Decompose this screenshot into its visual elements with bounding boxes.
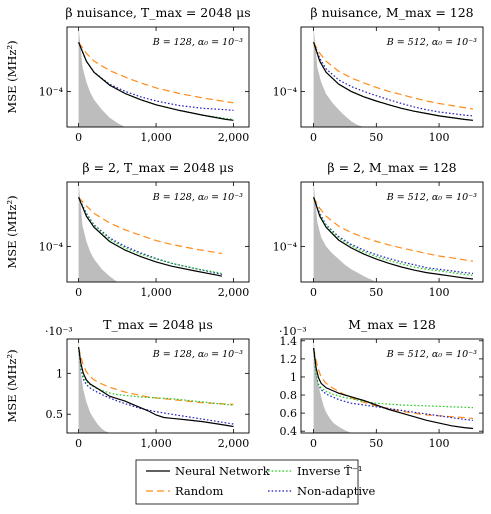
plot-area — [313, 182, 474, 282]
chart-annotation: B = 512, α₀ = 10⁻³ — [386, 349, 477, 360]
plot-area — [78, 182, 223, 282]
shaded-region — [313, 182, 396, 282]
y-tick-label: 0.8 — [280, 389, 298, 402]
y-tick-label: 10⁻⁴ — [273, 85, 298, 98]
series-line-inv — [78, 197, 223, 275]
y-tick-label: 1 — [56, 367, 63, 380]
series-line-nonad — [78, 197, 223, 275]
plot-area — [78, 339, 234, 433]
chart-panel-2: 0 50 100 10⁻⁴ β nuisance, M_max = 128 B = 512… — [273, 5, 484, 144]
y-tick-label: 1 — [290, 371, 297, 384]
chart-annotation: B = 128, α₀ = 10⁻³ — [152, 192, 243, 203]
plot-area — [313, 339, 474, 433]
chart-annotation: B = 512, α₀ = 10⁻³ — [386, 192, 477, 203]
y-axis-label: MSE (MHz²) — [5, 349, 19, 422]
series-line-nn — [313, 42, 474, 121]
legend-label-inv: Inverse T̂⁻¹ — [297, 464, 362, 478]
series-line-inv — [78, 42, 234, 120]
series-line-nn — [78, 197, 223, 277]
series-line-nonad — [78, 347, 234, 425]
chart-title: β nuisance, M_max = 128 — [310, 5, 473, 20]
y-tick-label: 0.5 — [46, 408, 64, 421]
legend: Neural Network Inverse T̂⁻¹ Random Non-adap… — [135, 459, 376, 505]
x-tick-label: 50 — [369, 131, 383, 144]
series-line-rnd — [78, 196, 222, 255]
shaded-region — [78, 27, 164, 127]
y-axis-label: MSE (MHz²) — [5, 40, 19, 113]
series-line-rnd — [78, 41, 234, 104]
y-tick-label: 0.4 — [280, 425, 298, 438]
axes-frame — [66, 338, 250, 434]
chart-panel-5: 0 1,000 2,000 0.5 1 T_max = 2048 μs B = 128, α… — [5, 317, 250, 450]
x-tick-label: 50 — [369, 286, 383, 299]
axes-frame — [300, 26, 484, 128]
series-line-rnd — [313, 347, 474, 420]
y-tick-label: 0.6 — [280, 407, 298, 420]
x-tick-label: 100 — [429, 286, 450, 299]
series-line-inv — [313, 347, 474, 409]
series-line-nonad — [78, 42, 234, 111]
chart-title: β nuisance, T_max = 2048 μs — [65, 5, 250, 20]
chart-title: β = 2, T_max = 2048 μs — [82, 160, 233, 175]
chart-panel-4: 0 50 100 10⁻⁴ β = 2, M_max = 128 B = 512, α₀ … — [273, 160, 484, 299]
series-line-nn — [313, 347, 474, 430]
legend-label-rnd: Random — [175, 484, 223, 498]
x-tick-label: 0 — [310, 437, 317, 450]
axes-frame — [66, 181, 250, 283]
y-tick-label: 1.4 — [280, 335, 298, 348]
chart-title: T_max = 2048 μs — [103, 317, 213, 332]
x-tick-label: 100 — [429, 437, 450, 450]
series-line-nn — [78, 347, 234, 428]
chart-annotation: B = 512, α₀ = 10⁻³ — [386, 37, 477, 48]
axes-frame — [66, 26, 250, 128]
x-tick-label: 1,000 — [140, 437, 172, 450]
x-tick-label: 1,000 — [140, 286, 172, 299]
y-tick-label: 10⁻⁴ — [39, 85, 64, 98]
series-line-nn — [78, 42, 234, 121]
chart-title: M_max = 128 — [348, 317, 436, 332]
shaded-region — [78, 182, 157, 282]
x-tick-label: 0 — [310, 286, 317, 299]
series-line-nn — [313, 197, 474, 280]
shaded-region — [313, 339, 352, 433]
x-tick-label: 2,000 — [218, 437, 250, 450]
series-line-inv — [313, 197, 474, 276]
axes-frame — [300, 181, 484, 283]
x-tick-label: 1,000 — [140, 131, 172, 144]
x-tick-label: 0 — [75, 131, 82, 144]
y-axis-label: MSE (MHz²) — [5, 195, 19, 268]
x-tick-label: 100 — [429, 131, 450, 144]
x-tick-label: 2,000 — [218, 131, 250, 144]
x-tick-label: 0 — [75, 286, 82, 299]
chart-panel-3: 0 1,000 2,000 10⁻⁴ β = 2, T_max = 2048 μs B =… — [5, 160, 250, 299]
x-tick-label: 0 — [75, 437, 82, 450]
legend-label-nn: Neural Network — [175, 464, 271, 478]
y-tick-label: 10⁻⁴ — [273, 240, 298, 253]
y-scale-label: ·10⁻³ — [279, 325, 307, 338]
legend-box — [135, 459, 359, 505]
y-scale-label: ·10⁻³ — [45, 325, 73, 338]
axes-frame — [300, 338, 484, 434]
series-line-rnd — [313, 42, 474, 110]
plot-area — [78, 27, 234, 127]
y-tick-label: 10⁻⁴ — [39, 240, 64, 253]
chart-annotation: B = 128, α₀ = 10⁻³ — [152, 349, 243, 360]
shaded-region — [313, 27, 377, 127]
series-line-rnd — [313, 197, 474, 262]
y-tick-label: 1.2 — [280, 353, 298, 366]
chart-panel-6: 0 50 100 0.4 0.6 0.8 1 1.2 1.4 M_max = 128 B = 512… — [279, 317, 484, 450]
chart-annotation: B = 128, α₀ = 10⁻³ — [152, 37, 243, 48]
x-tick-label: 0 — [310, 131, 317, 144]
legend-label-nonad: Non-adaptive — [297, 484, 376, 498]
x-tick-label: 2,000 — [218, 286, 250, 299]
plot-area — [313, 27, 474, 127]
x-tick-label: 50 — [369, 437, 383, 450]
shaded-region — [78, 339, 110, 433]
chart-title: β = 2, M_max = 128 — [327, 160, 456, 175]
series-line-rnd — [78, 347, 234, 405]
chart-panel-1: 0 1,000 2,000 10⁻⁴ β nuisance, T_max = 2048 … — [5, 5, 251, 144]
